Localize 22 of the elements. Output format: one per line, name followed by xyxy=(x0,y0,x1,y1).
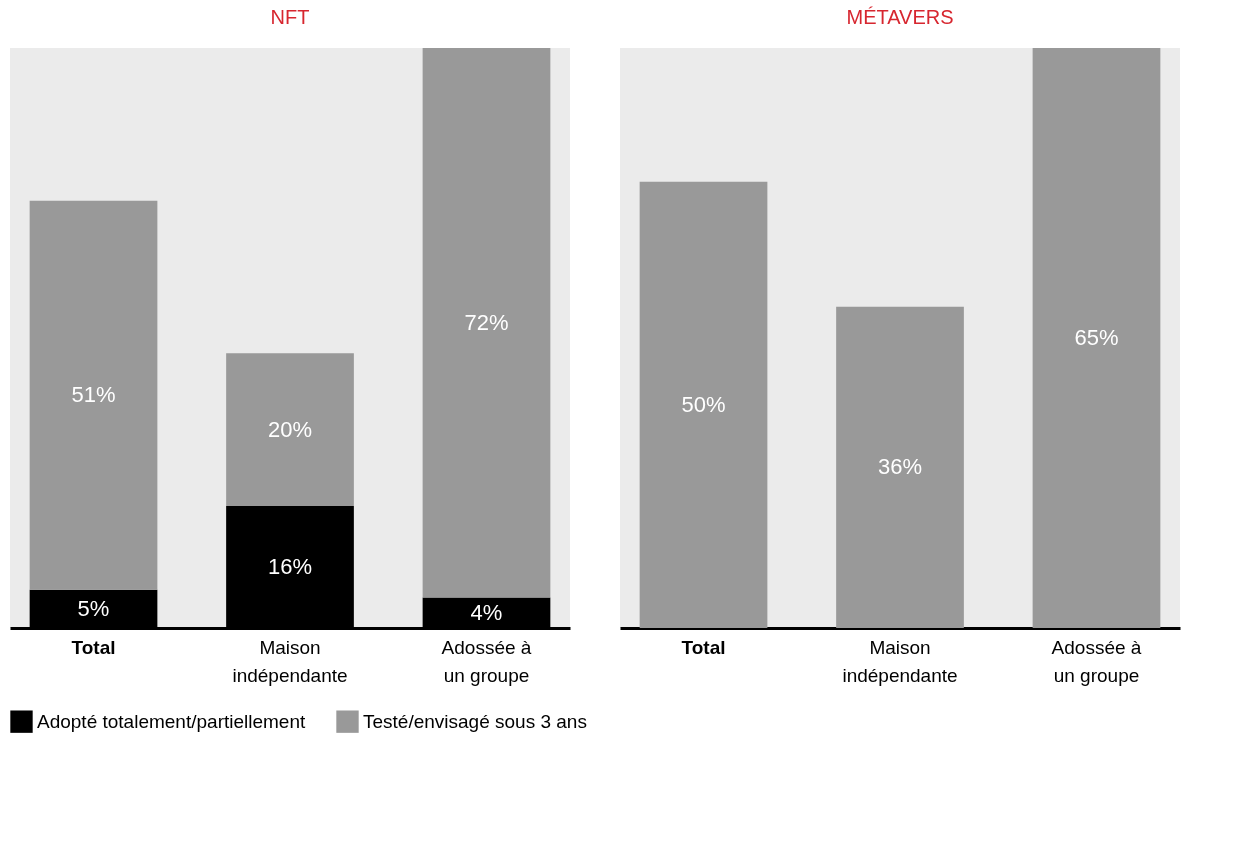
data-label: 5% xyxy=(77,595,110,621)
data-label: 51% xyxy=(71,382,116,408)
legend-label: Testé/envisagé sous 3 ans xyxy=(363,710,587,732)
data-label: 36% xyxy=(877,454,923,480)
bar xyxy=(422,48,551,598)
data-label: 16% xyxy=(267,553,313,579)
x-tick-label: Adossée à un groupe xyxy=(441,636,532,686)
data-label: 4% xyxy=(470,599,503,625)
x-tick-label: Total xyxy=(71,636,116,658)
data-label: 50% xyxy=(681,391,726,417)
data-label: 20% xyxy=(267,416,313,442)
chart-title: NFT xyxy=(270,6,310,28)
bar xyxy=(226,353,354,506)
bar xyxy=(29,200,158,590)
x-tick-label: Maison indépendante xyxy=(842,636,958,686)
x-tick-label: Adossée à un groupe xyxy=(1051,636,1142,686)
data-label: 72% xyxy=(464,309,509,335)
data-label: 65% xyxy=(1074,325,1119,350)
legend-label: Adopté totalement/partiellement xyxy=(37,710,306,732)
x-tick-label: Maison indépendante xyxy=(232,636,348,686)
x-tick-label: Total xyxy=(681,636,726,658)
chart-title: MÉTAVERS xyxy=(846,6,954,28)
